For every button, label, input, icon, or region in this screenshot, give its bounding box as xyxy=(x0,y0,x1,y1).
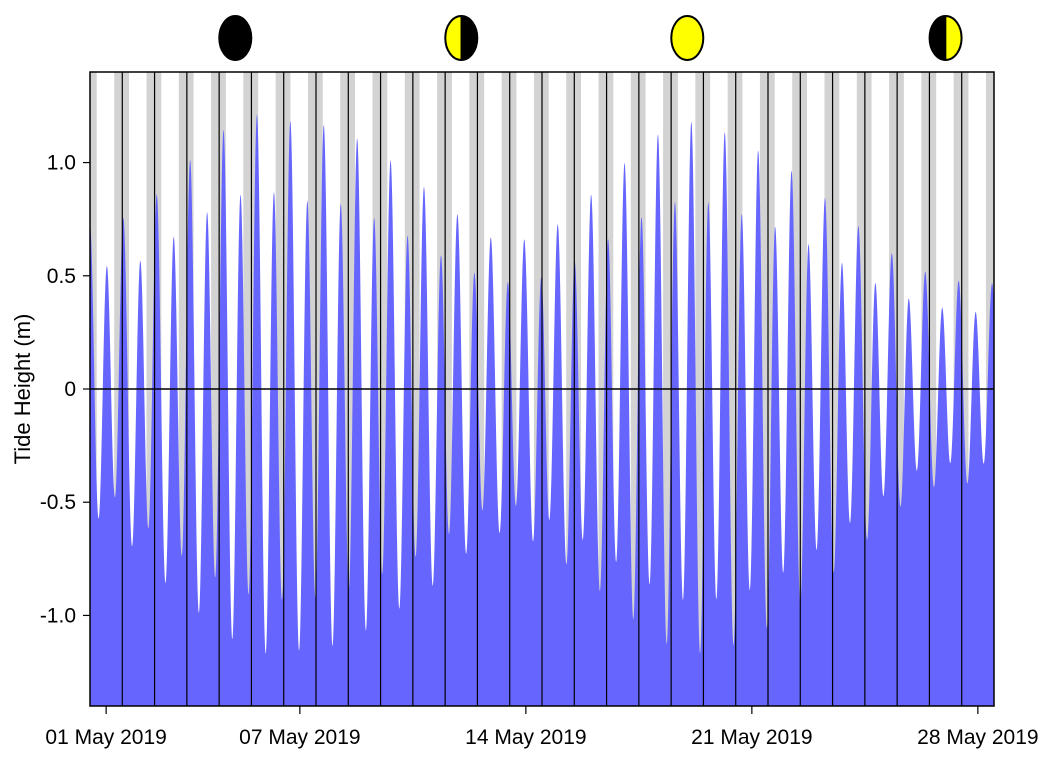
x-tick-label: 14 May 2019 xyxy=(465,726,586,749)
moon-new-moon-icon xyxy=(218,15,253,61)
moon-phase-row xyxy=(218,15,963,61)
moon-full-moon-icon xyxy=(670,15,705,61)
x-axis: 01 May 2019 07 May 2019 14 May 2019 21 May … xyxy=(45,706,1039,749)
x-tick-label: 01 May 2019 xyxy=(45,726,166,749)
y-tick-label: -1.0 xyxy=(40,604,76,627)
x-tick-label: 07 May 2019 xyxy=(239,726,360,749)
moon-lit-half xyxy=(445,16,462,60)
moon-last-quarter-icon xyxy=(928,15,963,61)
y-tick-label: -0.5 xyxy=(40,491,76,514)
moon-lit-half xyxy=(945,16,962,60)
moon-disc xyxy=(218,15,253,61)
y-tick-label: 0 xyxy=(64,378,76,401)
y-tick-label: 0.5 xyxy=(47,265,76,288)
y-tick-label: 1.0 xyxy=(47,152,76,175)
y-axis-label: Tide Height (m) xyxy=(10,314,35,465)
plot-area xyxy=(90,72,1033,706)
moon-disc xyxy=(670,15,705,61)
night-band xyxy=(1018,72,1033,706)
x-tick-label: 28 May 2019 xyxy=(917,726,1038,749)
moon-first-quarter-icon xyxy=(444,15,479,61)
y-axis: 1.0 0.5 0 -0.5 -1.0 xyxy=(40,152,90,627)
x-tick-label: 21 May 2019 xyxy=(691,726,812,749)
